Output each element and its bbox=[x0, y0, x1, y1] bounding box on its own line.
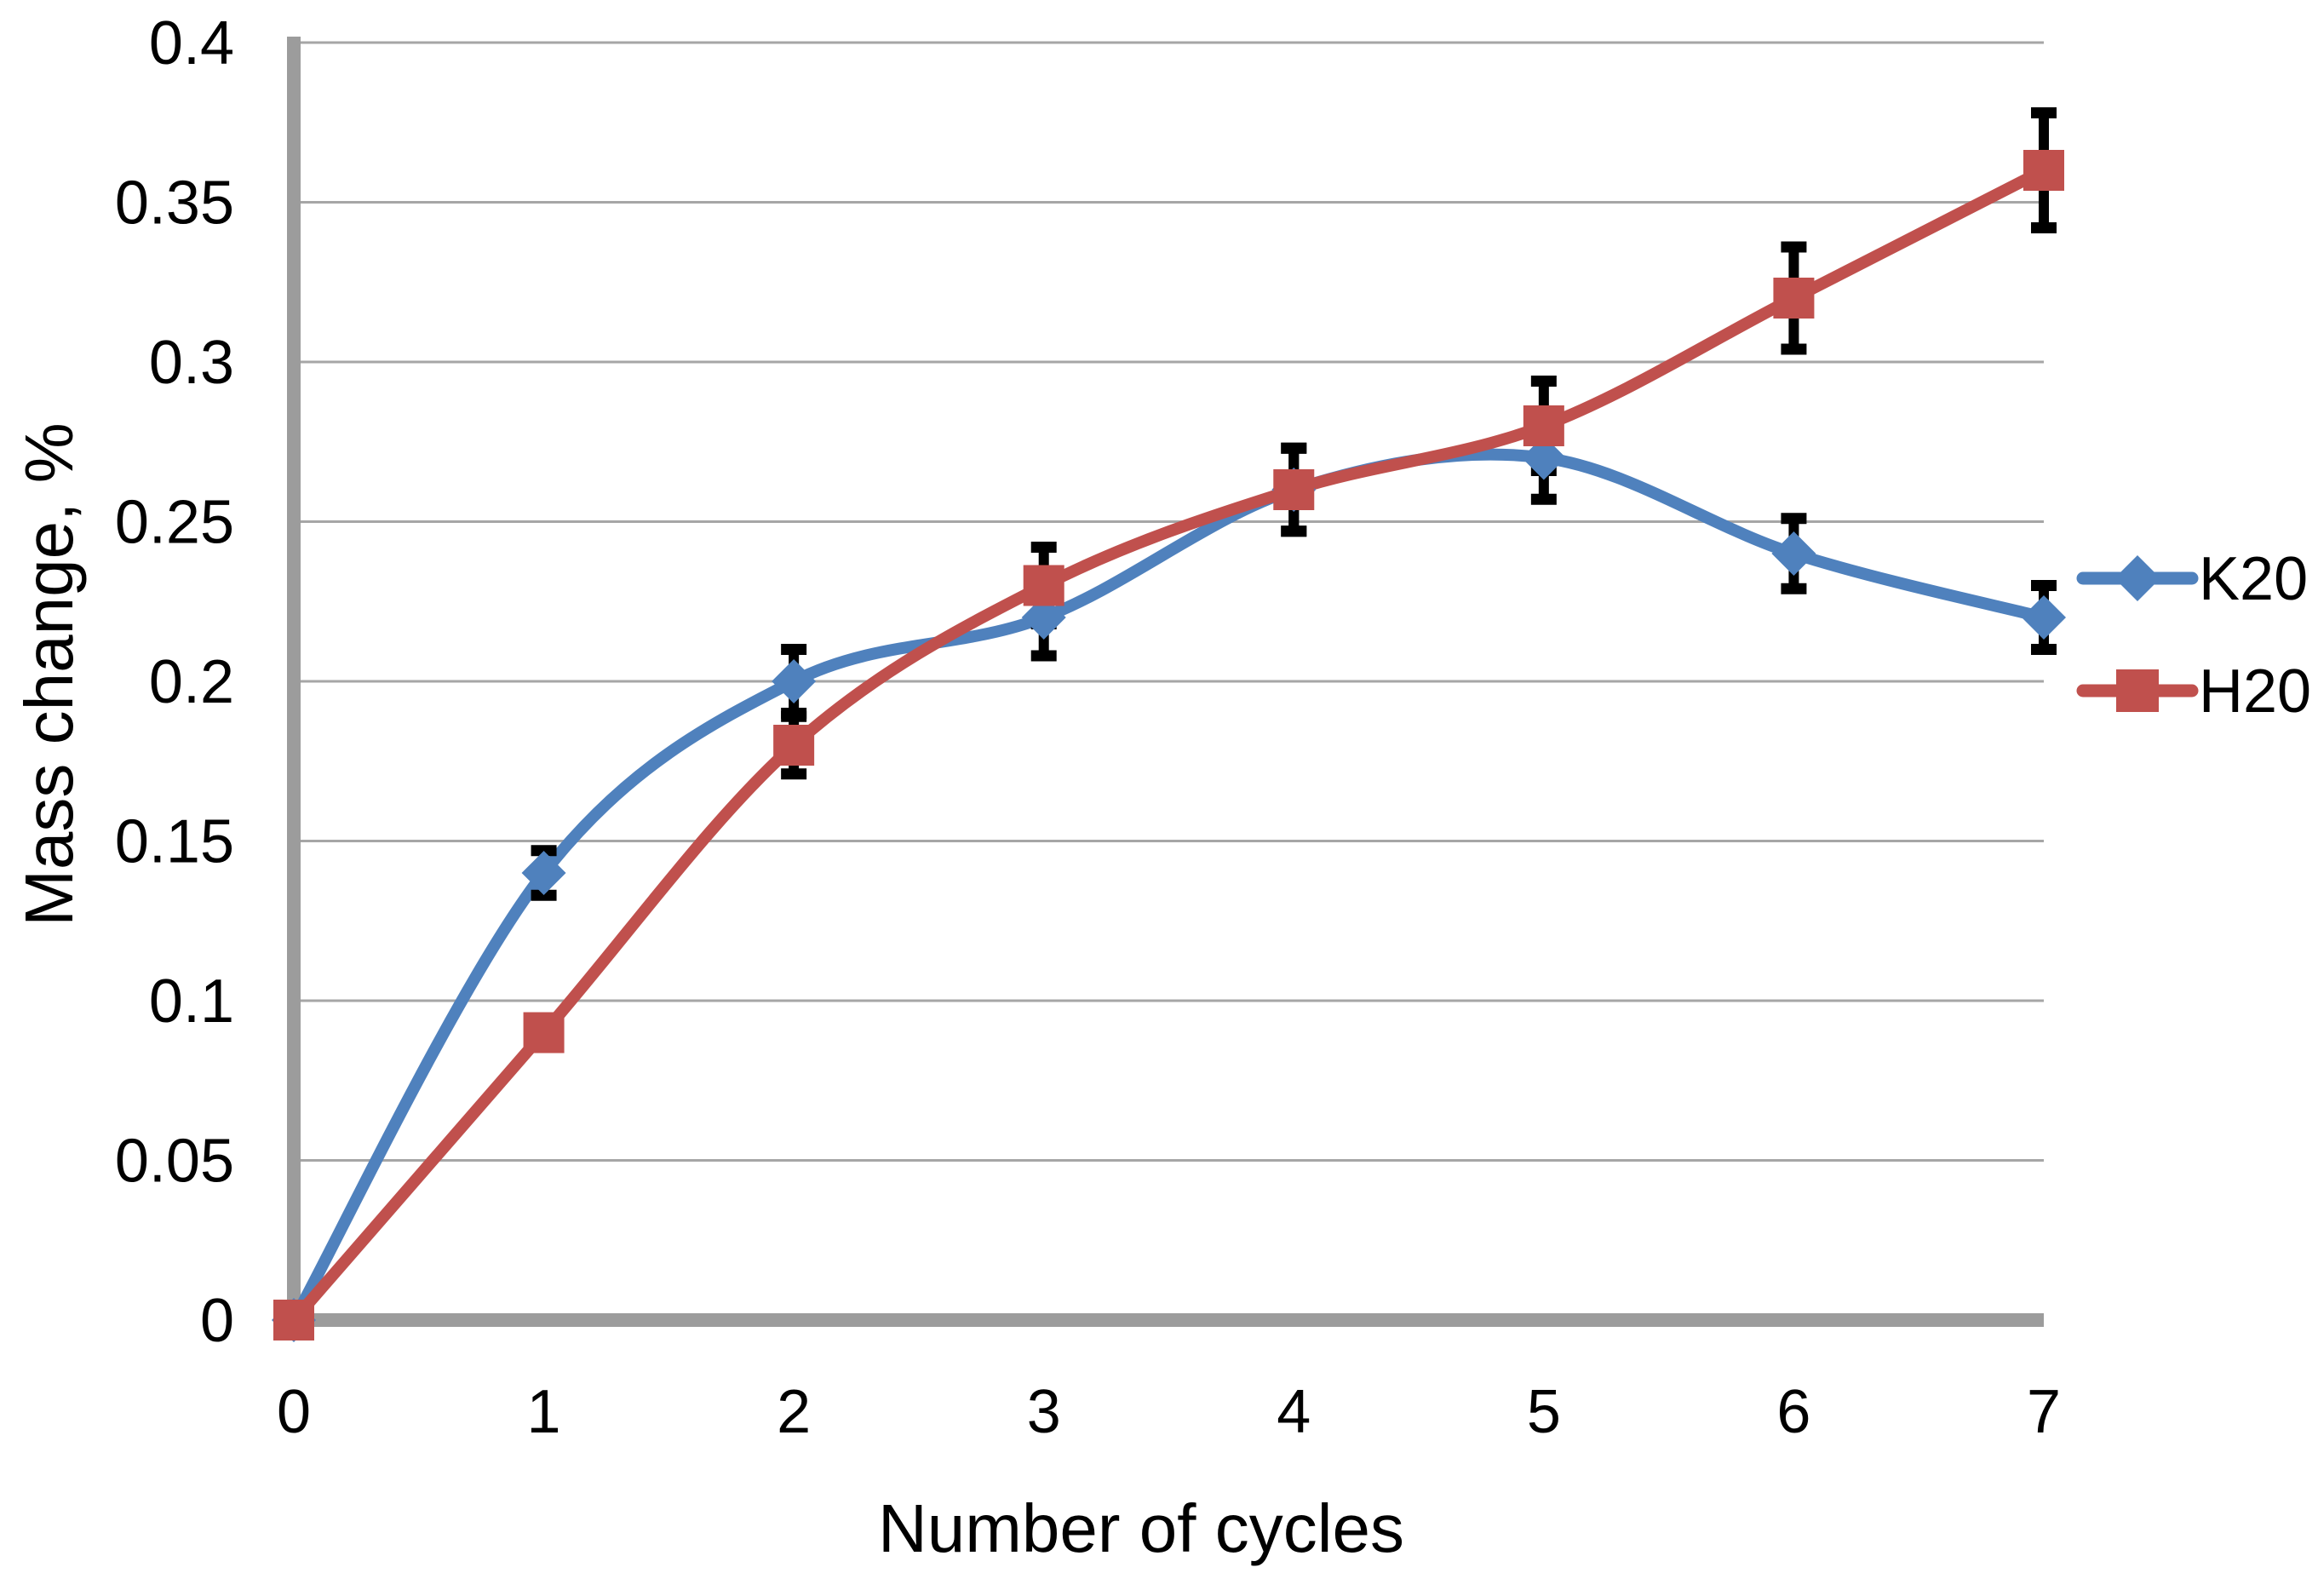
series-lines bbox=[288, 164, 2050, 1326]
legend-label-k20: K20 bbox=[2199, 545, 2308, 613]
y-tick-label: 0.25 bbox=[115, 489, 234, 557]
y-axis-title: Mass change, % bbox=[11, 422, 87, 926]
data-marker-h20 bbox=[2023, 150, 2064, 191]
series-plot bbox=[272, 107, 2066, 1342]
tick-labels: 0 0.05 0.1 0.15 0.2 0.25 0.3 0.35 0.4 0 1 2 3 4 5 6 7 bbox=[115, 9, 2061, 1446]
x-tick-label: 3 bbox=[1027, 1378, 1061, 1446]
x-tick-label: 0 bbox=[277, 1378, 311, 1446]
data-marker-h20 bbox=[1773, 278, 1815, 319]
x-tick-label: 5 bbox=[1527, 1378, 1561, 1446]
y-tick-label: 0.1 bbox=[149, 967, 234, 1036]
gridlines bbox=[287, 41, 2044, 1162]
data-marker-k20 bbox=[521, 851, 566, 895]
data-marker-h20 bbox=[1273, 469, 1315, 510]
x-tick-label: 1 bbox=[527, 1378, 561, 1446]
legend-label-h20: H20 bbox=[2199, 657, 2311, 726]
data-marker-h20 bbox=[1023, 565, 1064, 606]
y-tick-label: 0.2 bbox=[149, 648, 234, 716]
data-marker-k20 bbox=[1521, 435, 1566, 480]
x-tick-label: 7 bbox=[2027, 1378, 2061, 1446]
legend-marker-h20 bbox=[2116, 669, 2159, 712]
legend: K20 H20 bbox=[2076, 545, 2311, 726]
data-marker-h20 bbox=[773, 725, 815, 766]
data-marker-h20 bbox=[1523, 405, 1564, 446]
x-axis-title: Number of cycles bbox=[878, 1490, 1404, 1566]
data-marker-k20 bbox=[1021, 595, 1066, 640]
y-axis-line bbox=[287, 37, 301, 1327]
y-tick-label: 0.35 bbox=[115, 169, 234, 238]
legend-item-h20: H20 bbox=[2076, 657, 2311, 726]
data-marker-k20 bbox=[1771, 531, 1816, 576]
data-marker-k20 bbox=[772, 659, 817, 703]
y-tick-label: 0 bbox=[200, 1287, 234, 1355]
y-tick-label: 0.15 bbox=[115, 808, 234, 876]
legend-item-k20: K20 bbox=[2076, 545, 2308, 613]
legend-marker-k20 bbox=[2114, 555, 2160, 601]
data-marker-k20 bbox=[2022, 595, 2066, 640]
series-markers bbox=[272, 150, 2066, 1342]
axes bbox=[287, 37, 2044, 1327]
x-tick-label: 4 bbox=[1277, 1378, 1311, 1446]
series-line-k20 bbox=[288, 448, 2050, 1326]
y-tick-label: 0.05 bbox=[115, 1128, 234, 1196]
x-tick-label: 6 bbox=[1776, 1378, 1810, 1446]
data-marker-h20 bbox=[523, 1012, 565, 1053]
x-tick-label: 2 bbox=[777, 1378, 811, 1446]
y-tick-label: 0.4 bbox=[149, 9, 234, 78]
series-line-h20 bbox=[288, 164, 2050, 1326]
x-axis-line bbox=[287, 1313, 2044, 1327]
data-marker-h20 bbox=[273, 1300, 314, 1341]
y-tick-label: 0.3 bbox=[149, 329, 234, 397]
